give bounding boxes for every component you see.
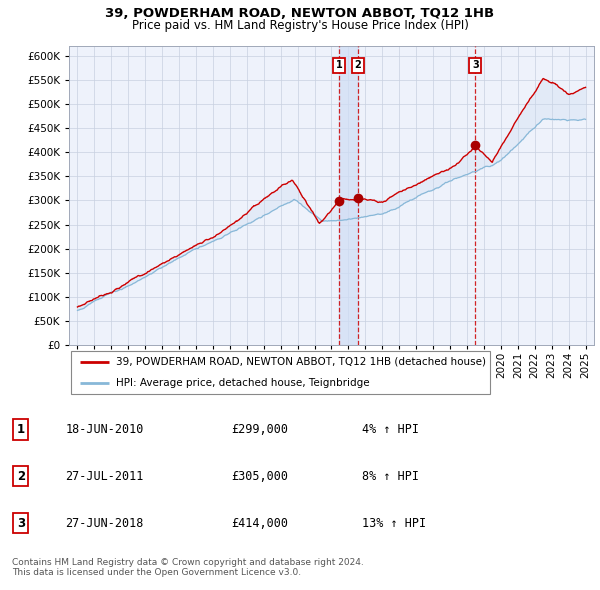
Text: 27-JUN-2018: 27-JUN-2018	[65, 517, 144, 530]
Text: 39, POWDERHAM ROAD, NEWTON ABBOT, TQ12 1HB: 39, POWDERHAM ROAD, NEWTON ABBOT, TQ12 1…	[106, 7, 494, 20]
Text: 8% ↑ HPI: 8% ↑ HPI	[362, 470, 419, 483]
Text: £414,000: £414,000	[232, 517, 289, 530]
Text: Price paid vs. HM Land Registry's House Price Index (HPI): Price paid vs. HM Land Registry's House …	[131, 19, 469, 32]
Text: 13% ↑ HPI: 13% ↑ HPI	[362, 517, 427, 530]
Text: 27-JUL-2011: 27-JUL-2011	[65, 470, 144, 483]
Bar	[339, 46, 358, 345]
Text: 1: 1	[17, 423, 25, 436]
FancyBboxPatch shape	[71, 350, 490, 394]
Text: Contains HM Land Registry data © Crown copyright and database right 2024.
This d: Contains HM Land Registry data © Crown c…	[12, 558, 364, 577]
Text: £299,000: £299,000	[232, 423, 289, 436]
Text: 18-JUN-2010: 18-JUN-2010	[65, 423, 144, 436]
Text: 1: 1	[336, 60, 343, 70]
Text: 39, POWDERHAM ROAD, NEWTON ABBOT, TQ12 1HB (detached house): 39, POWDERHAM ROAD, NEWTON ABBOT, TQ12 1…	[116, 357, 485, 367]
Text: 2: 2	[17, 470, 25, 483]
Text: 4% ↑ HPI: 4% ↑ HPI	[362, 423, 419, 436]
Text: £305,000: £305,000	[232, 470, 289, 483]
Text: HPI: Average price, detached house, Teignbridge: HPI: Average price, detached house, Teig…	[116, 378, 369, 388]
Text: 2: 2	[355, 60, 361, 70]
Text: 3: 3	[17, 517, 25, 530]
Text: 3: 3	[472, 60, 479, 70]
